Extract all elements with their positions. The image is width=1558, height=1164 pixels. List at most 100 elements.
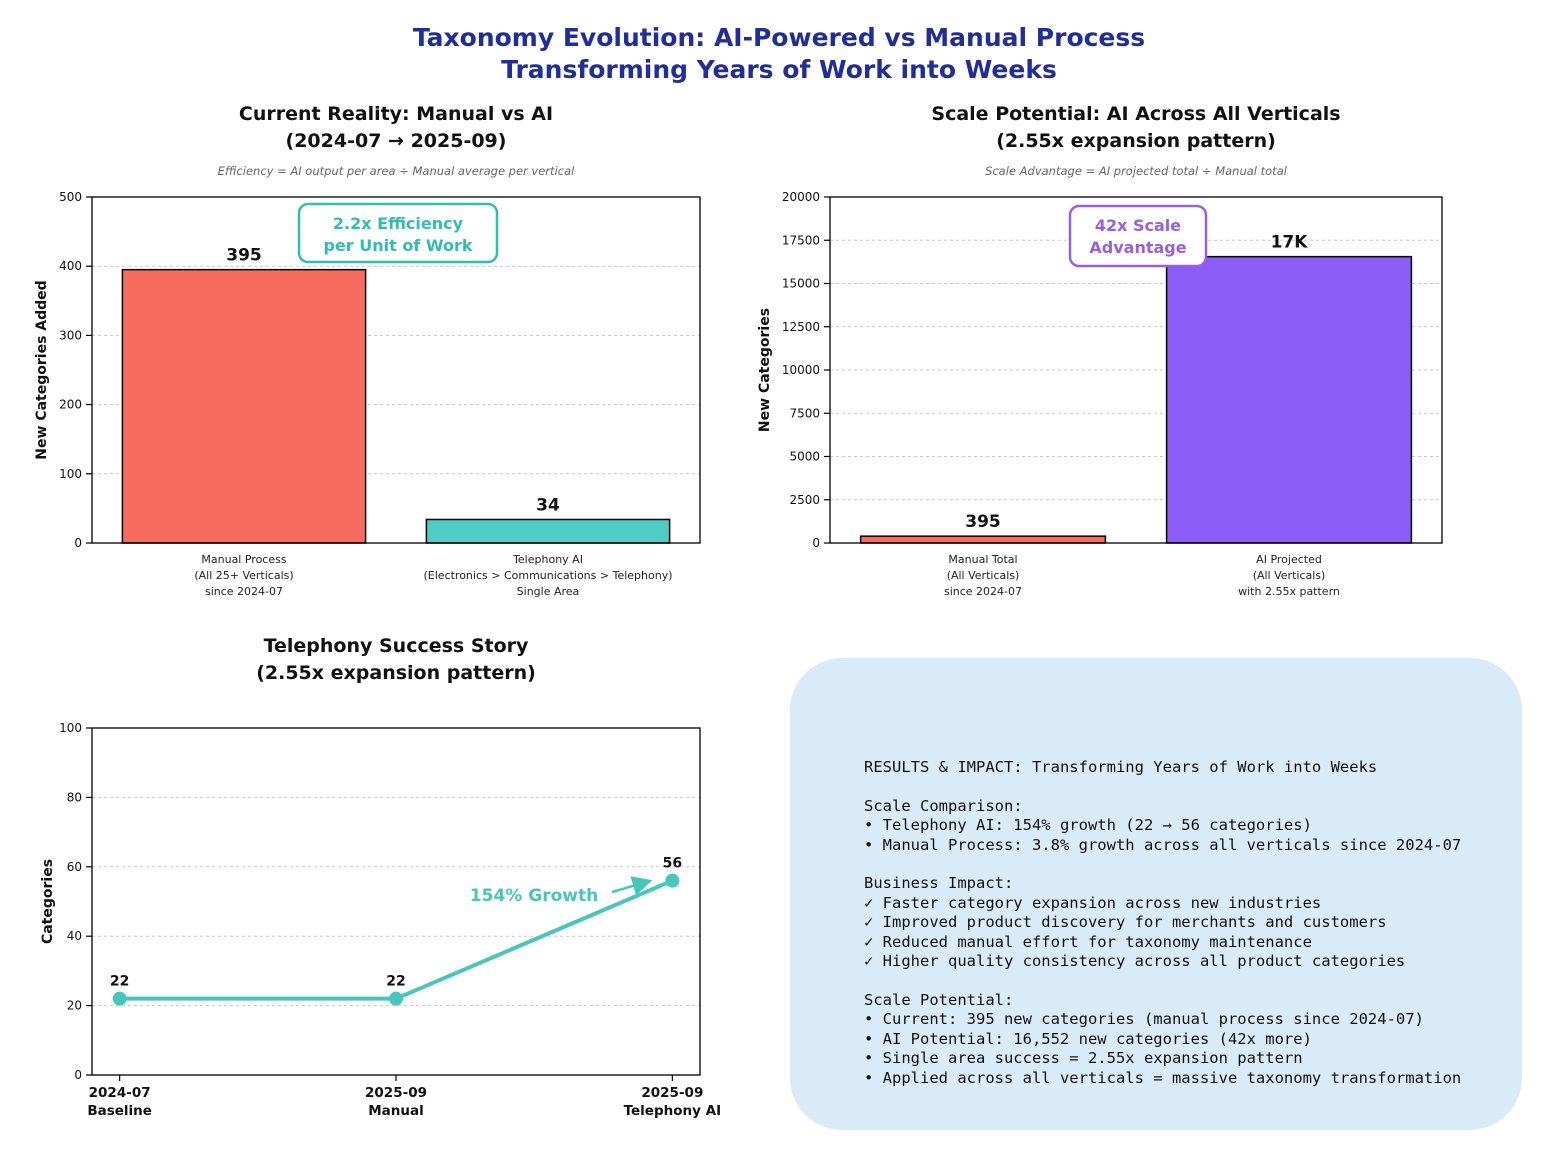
results-line xyxy=(864,971,1496,990)
category-label: (All Verticals) xyxy=(947,569,1020,582)
bar xyxy=(859,535,1107,544)
y-tick-label: 20000 xyxy=(782,190,820,204)
y-tick-label: 12500 xyxy=(782,320,820,334)
bar-value-label: 17K xyxy=(1271,233,1309,253)
results-line: Business Impact: xyxy=(864,874,1014,893)
results-line: ✓ Improved product discovery for merchan… xyxy=(864,913,1387,932)
results-line xyxy=(864,855,1496,874)
category-label: with 2.55x pattern xyxy=(1238,585,1340,598)
category-label: (All 25+ Verticals) xyxy=(194,569,293,582)
chart-title-line: Scale Potential: AI Across All Verticals xyxy=(931,103,1341,125)
y-axis-label: Categories xyxy=(40,859,56,944)
annotation-text: per Unit of Work xyxy=(324,236,473,255)
annotation-box xyxy=(297,202,499,264)
annotation-text: 2.2x Efficiency xyxy=(333,214,464,233)
chart-title-line: Current Reality: Manual vs AI xyxy=(238,103,554,125)
category-label: Single Area xyxy=(517,585,580,598)
chart-title-line: (2024-07 → 2025-09) xyxy=(285,130,507,152)
y-tick-label: 500 xyxy=(59,190,82,204)
chart-title-line: Telephony Success Story xyxy=(263,635,529,657)
y-tick-label: 0 xyxy=(74,536,82,550)
annotation-box xyxy=(1068,204,1208,268)
results-panel: RESULTS & IMPACT: Transforming Years of … xyxy=(790,658,1522,1130)
results-line: • AI Potential: 16,552 new categories (4… xyxy=(864,1029,1312,1048)
annotation-text: Advantage xyxy=(1089,238,1186,257)
y-tick-label: 60 xyxy=(67,860,82,874)
data-point-marker xyxy=(389,991,403,1006)
x-tick-label: Baseline xyxy=(87,1103,152,1119)
bar xyxy=(121,268,367,544)
y-tick-label: 0 xyxy=(812,536,820,550)
results-line: • Current: 395 new categories (manual pr… xyxy=(864,1010,1424,1029)
results-line: Scale Comparison: xyxy=(864,796,1023,815)
results-line: ✓ Reduced manual effort for taxonomy mai… xyxy=(864,932,1312,951)
results-line: ✓ Faster category expansion across new i… xyxy=(864,893,1322,912)
x-tick-label: 2025-09 xyxy=(641,1085,703,1101)
chart-title-telephony-success: Telephony Success Story (2.55x expansion… xyxy=(92,633,700,687)
y-axis-label: New Categories Added xyxy=(34,280,50,459)
y-tick-label: 80 xyxy=(67,790,82,804)
point-label: 22 xyxy=(110,974,129,990)
chart-title-line: (2.55x expansion pattern) xyxy=(996,130,1276,152)
page-title-line2: Transforming Years of Work into Weeks xyxy=(501,55,1057,84)
results-line xyxy=(864,777,1496,796)
results-line: RESULTS & IMPACT: Transforming Years of … xyxy=(864,758,1378,776)
results-line: Scale Potential: xyxy=(864,990,1014,1009)
results-line: • Applied across all verticals = massive… xyxy=(864,1068,1462,1087)
y-tick-label: 200 xyxy=(59,398,82,412)
results-line: • Manual Process: 3.8% growth across all… xyxy=(864,835,1462,854)
bar-value-label: 395 xyxy=(965,512,1001,532)
y-tick-label: 40 xyxy=(67,929,82,943)
category-label: Telephony AI xyxy=(512,553,583,566)
annotation-text: 42x Scale xyxy=(1095,216,1181,235)
page-title-line1: Taxonomy Evolution: AI-Powered vs Manual… xyxy=(412,23,1146,52)
x-tick-label: 2025-09 xyxy=(365,1085,427,1101)
category-label: AI Projected xyxy=(1256,553,1322,566)
y-tick-label: 20 xyxy=(67,999,82,1013)
data-point-marker xyxy=(112,991,127,1006)
plot-frame xyxy=(91,196,701,544)
y-tick-label: 17500 xyxy=(782,233,820,247)
results-text: RESULTS & IMPACT: Transforming Years of … xyxy=(790,658,1522,1088)
chart-title-current-reality: Current Reality: Manual vs AI (2024-07 →… xyxy=(92,101,700,155)
results-line: ✓ Higher quality consistency across all … xyxy=(864,952,1406,971)
y-tick-label: 15000 xyxy=(782,277,820,291)
data-point-marker xyxy=(665,873,680,888)
point-label: 56 xyxy=(663,856,682,872)
bar-value-label: 34 xyxy=(536,495,560,515)
category-label: Manual Total xyxy=(948,553,1017,566)
y-tick-label: 10000 xyxy=(782,363,820,377)
y-axis-label: New Categories xyxy=(757,308,773,432)
category-label: since 2024-07 xyxy=(205,585,283,598)
y-tick-label: 100 xyxy=(59,467,82,481)
y-tick-label: 300 xyxy=(59,328,82,342)
category-label: (All Verticals) xyxy=(1253,569,1326,582)
category-label: (Electronics > Communications > Telephon… xyxy=(424,569,673,582)
bar-value-label: 395 xyxy=(226,246,262,266)
chart-title-line: (2.55x expansion pattern) xyxy=(256,662,536,684)
category-label: since 2024-07 xyxy=(944,585,1022,598)
x-tick-label: Manual xyxy=(368,1103,424,1119)
growth-annotation: 154% Growth xyxy=(470,886,598,906)
chart-subtitle-scale-potential: Scale Advantage = AI projected total ÷ M… xyxy=(985,164,1287,178)
growth-arrow xyxy=(611,876,653,896)
y-tick-label: 0 xyxy=(74,1068,82,1082)
y-tick-label: 100 xyxy=(59,721,82,735)
bar xyxy=(1165,255,1413,544)
category-label: Manual Process xyxy=(201,553,286,566)
y-tick-label: 2500 xyxy=(789,493,820,507)
chart-title-scale-potential: Scale Potential: AI Across All Verticals… xyxy=(830,101,1442,155)
page-title: Taxonomy Evolution: AI-Powered vs Manual… xyxy=(0,22,1558,86)
y-tick-label: 5000 xyxy=(789,450,820,464)
chart-subtitle-current-reality: Efficiency = AI output per area ÷ Manual… xyxy=(217,164,575,178)
y-tick-label: 400 xyxy=(59,259,82,273)
plot-frame xyxy=(829,196,1443,544)
y-tick-label: 7500 xyxy=(789,406,820,420)
x-tick-label: 2024-07 xyxy=(89,1085,151,1101)
results-line: • Single area success = 2.55x expansion … xyxy=(864,1049,1303,1068)
results-line: • Telephony AI: 154% growth (22 → 56 cat… xyxy=(864,816,1312,835)
point-label: 22 xyxy=(386,974,405,990)
plot-frame xyxy=(91,727,701,1076)
x-tick-label: Telephony AI xyxy=(624,1103,722,1119)
